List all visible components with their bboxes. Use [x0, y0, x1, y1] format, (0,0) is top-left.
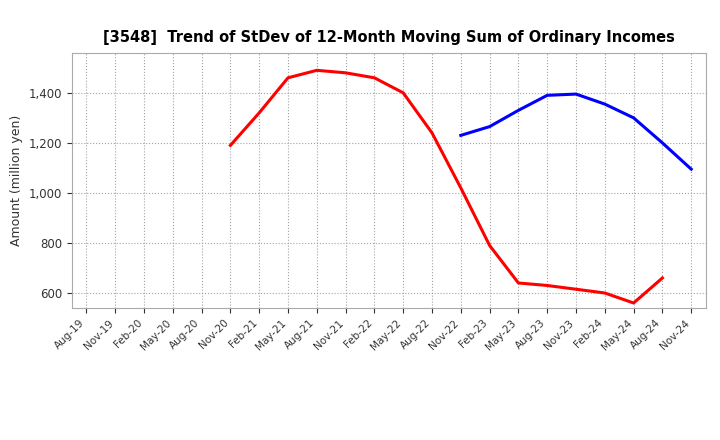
Y-axis label: Amount (million yen): Amount (million yen): [10, 115, 23, 246]
Title: [3548]  Trend of StDev of 12-Month Moving Sum of Ordinary Incomes: [3548] Trend of StDev of 12-Month Moving…: [103, 29, 675, 45]
Legend: 3 Years, 5 Years, 7 Years, 10 Years: 3 Years, 5 Years, 7 Years, 10 Years: [179, 437, 598, 440]
